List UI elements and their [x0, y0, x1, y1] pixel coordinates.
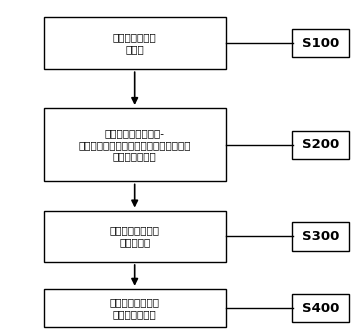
Bar: [292, 294, 349, 322]
Text: 对奥氏体不锈钢表
面进行性能检测: 对奥氏体不锈钢表 面进行性能检测: [110, 297, 160, 319]
Bar: [44, 18, 226, 69]
Text: S300: S300: [302, 230, 339, 243]
Text: S100: S100: [302, 37, 339, 50]
Text: 奥氏体不锈钢的
预处理: 奥氏体不锈钢的 预处理: [113, 33, 157, 54]
Bar: [44, 289, 226, 327]
Bar: [292, 29, 349, 57]
Text: 采用高压磨料水射流-
离子氮化复合处理方法对奥氏体不锈钢表
面进行改性处理: 采用高压磨料水射流- 离子氮化复合处理方法对奥氏体不锈钢表 面进行改性处理: [78, 128, 191, 162]
Text: S400: S400: [302, 301, 339, 315]
Text: S200: S200: [302, 138, 339, 152]
Bar: [44, 211, 226, 262]
Bar: [292, 131, 349, 159]
Bar: [292, 222, 349, 251]
Bar: [44, 108, 226, 181]
Text: 对奥氏体不锈钢进
行封存处理: 对奥氏体不锈钢进 行封存处理: [110, 226, 160, 247]
